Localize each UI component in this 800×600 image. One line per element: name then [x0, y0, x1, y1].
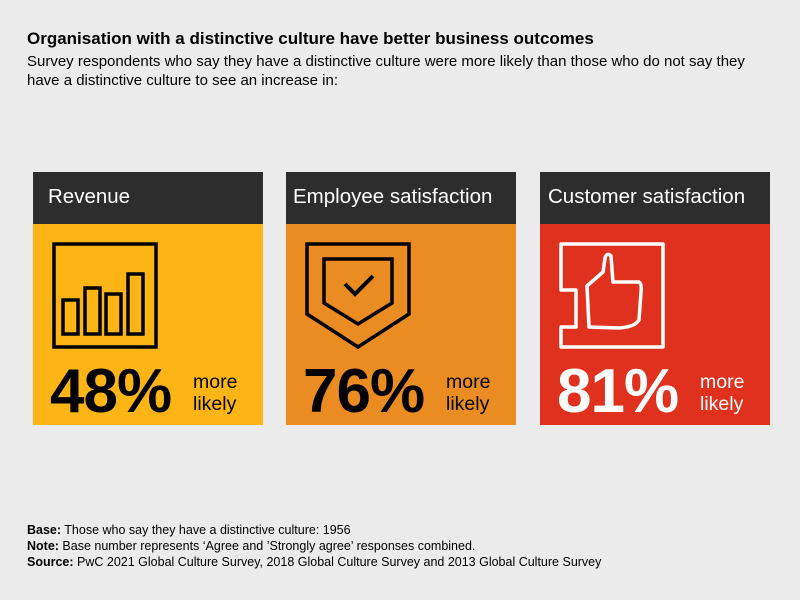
thumbs-up-icon — [559, 242, 665, 349]
suffix-line: likely — [193, 393, 237, 415]
shield-check-icon — [305, 242, 411, 350]
suffix-line: likely — [700, 393, 744, 415]
footnote-label: Base: — [27, 523, 62, 537]
suffix-line: more — [446, 371, 491, 393]
card-body: 81% more likely — [540, 224, 770, 426]
footnote-base: Base: Those who say they have a distinct… — [27, 522, 601, 538]
footnote-label: Source: — [27, 555, 74, 569]
card-customer-satisfaction: Customer satisfaction 81% more likely — [540, 172, 770, 426]
suffix-line: likely — [446, 393, 490, 415]
stat-suffix: more likely — [193, 371, 237, 415]
stat-suffix: more likely — [700, 371, 744, 415]
card-label: Employee satisfaction — [286, 172, 516, 224]
stat-value: 48% — [50, 357, 172, 426]
card-revenue: Revenue 48% more likely — [33, 172, 263, 426]
card-label: Revenue — [33, 172, 263, 224]
footnote-note: Note: Base number represents ‘Agree and … — [27, 538, 601, 554]
stat-value: 81% — [557, 357, 679, 426]
footnote-text: Base number represents ‘Agree and ’Stron… — [58, 539, 476, 553]
card-employee-satisfaction: Employee satisfaction 76% more likely — [286, 172, 516, 426]
card-body: 48% more likely — [33, 224, 263, 426]
footnote-text: Those who say they have a distinctive cu… — [61, 523, 351, 537]
page-title: Organisation with a distinctive culture … — [27, 29, 594, 48]
stat-suffix: more likely — [446, 371, 490, 415]
page-subtitle: Survey respondents who say they have a d… — [27, 53, 745, 89]
suffix-line: more — [193, 371, 238, 393]
footnote-text: PwC 2021 Global Culture Survey, 2018 Glo… — [73, 555, 602, 569]
footnote-source: Source: PwC 2021 Global Culture Survey, … — [27, 554, 601, 570]
footnotes: Base: Those who say they have a distinct… — [27, 522, 601, 570]
bar-chart-icon — [52, 242, 158, 349]
suffix-line: more — [700, 371, 745, 393]
card-body: 76% more likely — [286, 224, 516, 426]
footnote-label: Note: — [27, 539, 59, 553]
card-label: Customer satisfaction — [540, 172, 770, 224]
stat-value: 76% — [303, 357, 425, 426]
